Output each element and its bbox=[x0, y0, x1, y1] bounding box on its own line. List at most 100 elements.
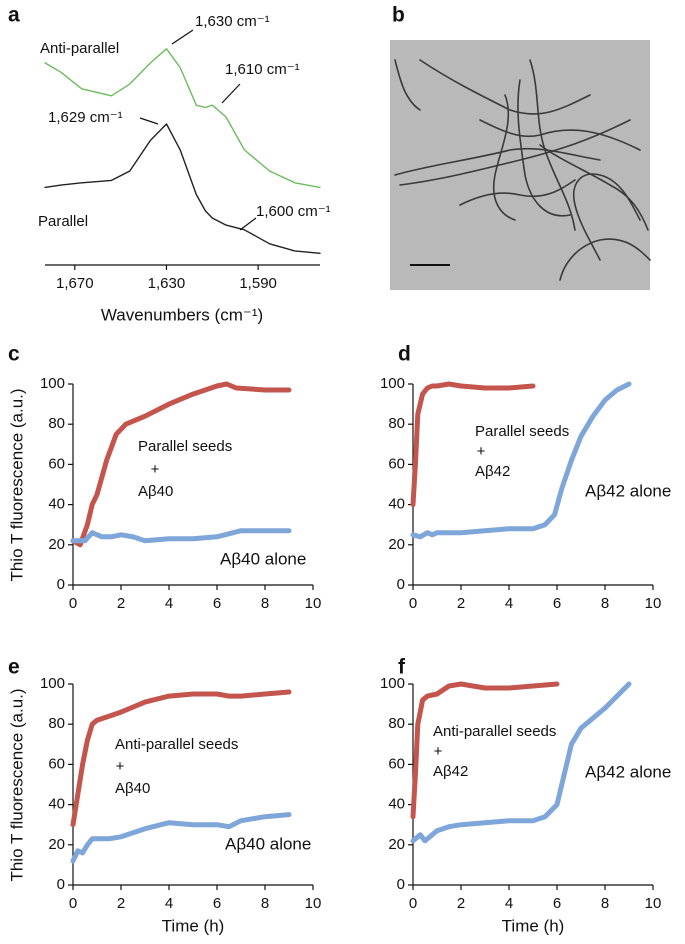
annotation: + bbox=[116, 758, 125, 775]
y-tick-label: 0 bbox=[397, 876, 405, 893]
y-tick-label: 60 bbox=[48, 455, 65, 472]
annotation: Aβ42 bbox=[475, 463, 510, 480]
x-tick-label: 8 bbox=[261, 895, 269, 912]
x-tick-label: 1,590 bbox=[239, 275, 277, 292]
series-line bbox=[410, 381, 632, 540]
series-label: Anti-parallel bbox=[40, 40, 119, 57]
x-axis-title: Time (h) bbox=[502, 916, 565, 935]
x-tick-label: 6 bbox=[553, 895, 561, 912]
y-tick-label: 40 bbox=[388, 496, 405, 513]
x-tick-label: 6 bbox=[553, 595, 561, 612]
panel-label: a bbox=[8, 4, 20, 27]
x-tick-label: 8 bbox=[601, 595, 609, 612]
y-tick-label: 0 bbox=[57, 876, 65, 893]
annotation: Aβ40 alone bbox=[225, 834, 311, 853]
annotation: Aβ42 alone bbox=[585, 762, 671, 781]
series-label: Parallel bbox=[38, 213, 88, 230]
x-tick-label: 6 bbox=[213, 895, 221, 912]
y-tick-label: 80 bbox=[48, 715, 65, 732]
series-line bbox=[410, 381, 536, 508]
series-line bbox=[70, 812, 292, 864]
y-tick-label: 20 bbox=[48, 536, 65, 553]
y-tick-label: 100 bbox=[40, 375, 65, 392]
annotation: Aβ42 alone bbox=[585, 481, 671, 500]
leader-line bbox=[221, 83, 241, 104]
x-tick-label: 4 bbox=[505, 595, 513, 612]
y-tick-label: 80 bbox=[388, 715, 405, 732]
x-tick-label: 0 bbox=[409, 895, 417, 912]
x-tick-label: 10 bbox=[305, 595, 322, 612]
annotation: Aβ40 bbox=[138, 483, 173, 500]
x-tick-label: 10 bbox=[645, 895, 662, 912]
y-tick-label: 20 bbox=[388, 536, 405, 553]
annotation: 1,600 cm⁻¹ bbox=[256, 203, 331, 220]
x-tick-label: 0 bbox=[69, 595, 77, 612]
annotation: Aβ40 bbox=[115, 780, 150, 797]
series-line bbox=[70, 689, 292, 828]
x-tick-label: 2 bbox=[457, 895, 465, 912]
y-tick-label: 40 bbox=[388, 796, 405, 813]
y-tick-label: 60 bbox=[388, 455, 405, 472]
y-tick-label: 60 bbox=[48, 755, 65, 772]
leader-line bbox=[139, 117, 159, 125]
micrograph bbox=[390, 40, 651, 290]
x-tick-label: 10 bbox=[645, 595, 662, 612]
y-tick-label: 100 bbox=[380, 675, 405, 692]
y-tick-label: 0 bbox=[397, 576, 405, 593]
series-line bbox=[70, 528, 292, 544]
series-line bbox=[70, 381, 292, 548]
y-axis-title: Thio T fluorescence (a.u.) bbox=[7, 388, 26, 581]
y-axis-title: Thio T fluorescence (a.u.) bbox=[7, 688, 26, 881]
y-tick-label: 100 bbox=[380, 375, 405, 392]
micrograph-background bbox=[390, 40, 650, 290]
x-tick-label: 2 bbox=[457, 595, 465, 612]
x-axis-title: Time (h) bbox=[162, 916, 225, 935]
annotation: Anti-parallel seeds bbox=[433, 723, 556, 740]
y-tick-label: 60 bbox=[388, 755, 405, 772]
x-tick-label: 1,670 bbox=[56, 275, 94, 292]
x-axis-title: Wavenumbers (cm⁻¹) bbox=[101, 305, 263, 324]
panel-label: d bbox=[398, 343, 411, 366]
x-tick-label: 2 bbox=[117, 595, 125, 612]
series-line bbox=[410, 681, 632, 844]
panel-label: f bbox=[398, 656, 406, 679]
annotation: 1,610 cm⁻¹ bbox=[225, 61, 300, 78]
x-tick-label: 0 bbox=[69, 895, 77, 912]
y-tick-label: 100 bbox=[40, 675, 65, 692]
x-tick-label: 4 bbox=[505, 895, 513, 912]
annotation: Parallel seeds bbox=[138, 438, 232, 455]
x-tick-label: 1,630 bbox=[148, 275, 186, 292]
panel-label: b bbox=[392, 4, 405, 27]
x-tick-label: 8 bbox=[601, 895, 609, 912]
x-tick-label: 0 bbox=[409, 595, 417, 612]
panel-label: c bbox=[8, 343, 20, 366]
x-tick-label: 8 bbox=[261, 595, 269, 612]
series-line bbox=[410, 681, 560, 820]
leader-line bbox=[239, 217, 257, 231]
series-line bbox=[44, 123, 321, 254]
y-tick-label: 40 bbox=[48, 796, 65, 813]
annotation: 1,629 cm⁻¹ bbox=[48, 109, 123, 126]
annotation: Anti-parallel seeds bbox=[115, 736, 238, 753]
panel-label: e bbox=[8, 656, 20, 679]
annotation: Parallel seeds bbox=[475, 423, 569, 440]
annotation: + bbox=[151, 461, 160, 478]
y-tick-label: 80 bbox=[48, 415, 65, 432]
annotation: 1,630 cm⁻¹ bbox=[195, 13, 270, 30]
y-tick-label: 80 bbox=[388, 415, 405, 432]
x-tick-label: 4 bbox=[165, 895, 173, 912]
x-tick-label: 6 bbox=[213, 595, 221, 612]
annotation: + bbox=[434, 743, 443, 760]
y-tick-label: 20 bbox=[388, 836, 405, 853]
y-tick-label: 0 bbox=[57, 576, 65, 593]
x-tick-label: 10 bbox=[305, 895, 322, 912]
y-tick-label: 20 bbox=[48, 836, 65, 853]
annotation: Aβ40 alone bbox=[220, 549, 306, 568]
leader-line bbox=[171, 29, 194, 45]
x-tick-label: 4 bbox=[165, 595, 173, 612]
annotation: + bbox=[477, 443, 486, 460]
x-tick-label: 2 bbox=[117, 895, 125, 912]
series-line bbox=[44, 48, 321, 189]
y-tick-label: 40 bbox=[48, 496, 65, 513]
